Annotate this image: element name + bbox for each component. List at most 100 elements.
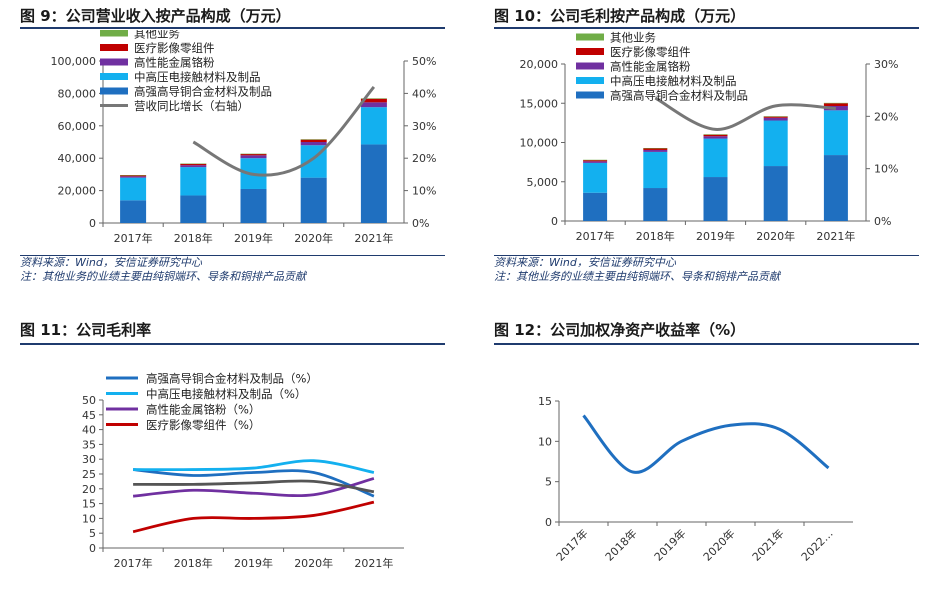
fig11-y-tick-label: 20	[82, 483, 96, 496]
fig9-bar-4-3	[300, 139, 327, 140]
fig9-bar-1-0	[120, 177, 147, 201]
fig11-series-line-1	[133, 459, 375, 474]
fig10-y-tick-label: 20,000	[520, 58, 559, 71]
fig9-bar-4-0	[120, 175, 147, 176]
fig10-bar-0-2	[703, 177, 728, 221]
fig11-y-tick-label: 10	[82, 512, 96, 525]
figure-12-panel: 图 12：公司加权净资产收益率（%） 0 5 10 15 2017年 2018年 2019年…	[494, 314, 919, 593]
fig10-bar-2-0	[583, 161, 608, 163]
fig10-y-tick-label: 0	[551, 215, 558, 228]
fig12-x-tick-label: 2021年	[749, 526, 786, 563]
fig12-y-tick-label: 5	[545, 476, 552, 489]
fig9-x-tick-label: 2021年	[354, 231, 393, 245]
fig9-x-tick-label: 2018年	[174, 231, 213, 245]
fig11-series-line-3	[132, 500, 375, 534]
fig10-bar-2-2	[703, 136, 728, 139]
fig11-y-tick-label: 0	[89, 542, 96, 555]
fig10-bar-1-0	[583, 162, 608, 193]
fig9-bar-3-1	[180, 163, 207, 166]
fig10-legend-swatch-1	[576, 48, 604, 55]
figure-9-note: 注：其他业务的业绩主要由纯铜端环、导条和铜排产品贡献	[20, 270, 306, 283]
fig9-legend-swatch-0	[100, 30, 128, 37]
fig9-bar-1-1	[180, 167, 207, 196]
fig9-legend-swatch-1	[100, 44, 128, 51]
fig10-x-tick-label: 2017年	[576, 229, 615, 243]
fig11-y-tick-label: 45	[82, 409, 96, 422]
fig9-y2-tick-label: 50%	[412, 55, 436, 68]
fig10-x-tick-label: 2018年	[636, 229, 675, 243]
fig10-y2-tick-label: 10%	[874, 163, 898, 176]
figure-10-panel: 图 10：公司毛利按产品构成（万元） 0 5,000 10,000 15,000 20,…	[494, 0, 919, 290]
fig10-y2-tick-label: 30%	[874, 58, 898, 71]
figure-9-source: 资料来源：Wind，安信证券研究中心	[20, 256, 202, 269]
fig10-x-tick-label: 2020年	[756, 229, 795, 243]
fig10-y-tick-label: 15,000	[520, 97, 559, 110]
fig11-series-line-4	[133, 479, 375, 494]
fig11-y-tick-label: 30	[82, 453, 96, 466]
figure-11-title: 图 11：公司毛利率	[20, 321, 152, 339]
fig12-x-tick-label: 2019年	[651, 526, 688, 563]
fig10-legend-swatch-4	[576, 91, 604, 99]
fig9-bar-0-4	[360, 144, 387, 223]
fig9-legend-label: 中高压电接触材料及制品	[134, 70, 261, 84]
fig9-bar-0-2	[240, 188, 267, 223]
fig11-y-tick-label: 40	[82, 424, 96, 437]
fig12-y-tick-label: 10	[538, 435, 552, 448]
fig11-y-tick-label: 35	[82, 438, 96, 451]
fig9-bar-2-2	[240, 155, 267, 159]
fig9-growth-line	[192, 85, 376, 177]
figure-10-title-rule	[494, 27, 919, 29]
fig10-bar-2-1	[643, 149, 668, 152]
fig9-legend-label: 其他业务	[134, 30, 180, 41]
fig11-y-tick-label: 25	[82, 468, 96, 481]
fig9-bar-4-1	[180, 163, 207, 165]
fig12-x-tick-label: 2020年	[700, 526, 737, 563]
fig10-bar-4-4	[823, 102, 848, 104]
fig12-x-tick-label: 2018年	[602, 526, 639, 563]
fig10-x-tick-label: 2019年	[696, 229, 735, 243]
fig11-x-tick-label: 2019年	[234, 556, 273, 570]
fig10-y2-tick-label: 20%	[874, 110, 898, 123]
fig10-bar-4-1	[643, 147, 668, 149]
figure-11-panel: 图 11：公司毛利率 0 5 10 15 20 25 30 35 40 45 50 2017年 2018…	[20, 314, 445, 593]
fig9-bar-2-3	[300, 142, 327, 146]
fig10-bar-3-4	[823, 103, 848, 106]
fig11-x-tick-label: 2017年	[114, 556, 153, 570]
fig10-legend-swatch-2	[576, 62, 604, 70]
figure-10-source: 资料来源：Wind，安信证券研究中心	[494, 256, 676, 269]
figure-12-title-rule	[494, 343, 919, 345]
fig10-bar-1-2	[703, 138, 728, 178]
fig10-legend-label: 中高压电接触材料及制品	[610, 74, 737, 88]
figure-10-bottom-rule	[494, 255, 919, 256]
fig9-bar-4-2	[240, 153, 267, 155]
fig10-bar-2-3	[763, 117, 788, 121]
fig10-bar-1-3	[763, 120, 788, 167]
fig10-bar-0-0	[583, 192, 608, 221]
fig9-y-tick-label: 100,000	[51, 55, 97, 68]
figure-9-chart: 0 20,000 40,000 60,000 80,000 100,000 0% 10% 20%…	[51, 30, 436, 245]
fig9-bar-0-0	[120, 200, 147, 223]
figure-10-title: 图 10：公司毛利按产品构成（万元）	[494, 7, 746, 25]
figure-10-chart: 0 5,000 10,000 15,000 20,000 0% 10% 20% 30% 2017年…	[520, 31, 899, 244]
fig10-legend-label: 医疗影像零组件	[610, 45, 691, 59]
fig9-y2-tick-label: 0%	[412, 217, 429, 230]
fig9-bar-2-1	[180, 165, 207, 168]
fig9-legend-swatch-2	[100, 58, 128, 66]
fig10-bar-0-4	[823, 155, 848, 221]
fig9-y2-tick-label: 20%	[412, 152, 436, 165]
fig10-bar-4-0	[583, 159, 608, 161]
fig9-legend-label: 医疗影像零组件	[134, 41, 215, 55]
fig9-bar-3-4	[360, 98, 387, 103]
figure-9-panel: 图 9：公司营业收入按产品构成（万元） 0 20,000 40,000 60,000 8…	[20, 0, 445, 290]
figure-12-title: 图 12：公司加权净资产收益率（%）	[494, 321, 746, 339]
fig9-bar-3-0	[120, 175, 147, 177]
fig9-bar-2-4	[360, 102, 387, 108]
fig10-bar-1-1	[643, 151, 668, 189]
fig9-y-tick-label: 60,000	[58, 120, 97, 133]
figure-9-bottom-rule	[20, 255, 445, 256]
fig11-legend-label: 高性能金属铬粉（%）	[146, 403, 260, 417]
fig9-legend-label: 高强高导铜合金材料及制品	[134, 85, 272, 99]
fig9-y-tick-label: 40,000	[58, 152, 97, 165]
fig9-bar-1-4	[360, 107, 387, 145]
fig12-series-line-0	[582, 414, 830, 474]
